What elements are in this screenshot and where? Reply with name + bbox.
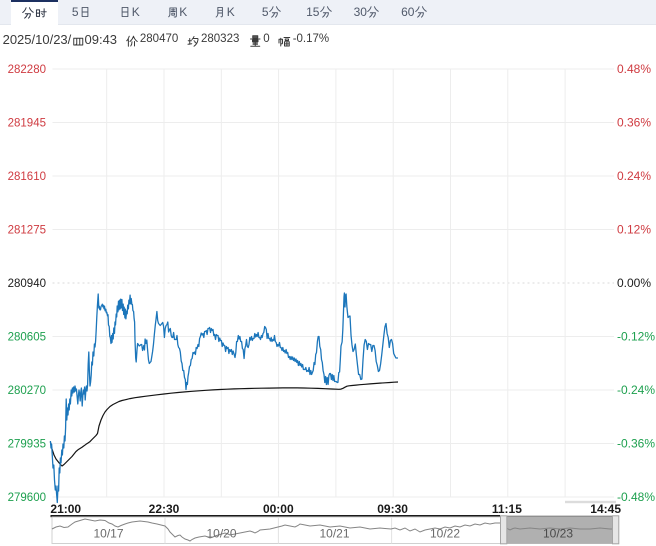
svg-text:-0.48%: -0.48% <box>617 490 655 504</box>
svg-text:-0.12%: -0.12% <box>617 330 655 344</box>
svg-text:00:00: 00:00 <box>263 502 294 516</box>
svg-text:281945: 281945 <box>8 118 46 130</box>
svg-text:280605: 280605 <box>8 332 46 344</box>
svg-text:281610: 281610 <box>8 171 46 183</box>
svg-text:10/21: 10/21 <box>319 527 349 541</box>
svg-text:280940: 280940 <box>8 278 46 290</box>
svg-text:0.00%: 0.00% <box>617 276 651 290</box>
svg-text:-0.24%: -0.24% <box>617 383 655 397</box>
svg-text:11:15: 11:15 <box>492 502 522 516</box>
svg-text:279600: 279600 <box>8 492 46 504</box>
svg-text:10/17: 10/17 <box>93 527 123 541</box>
svg-text:10/20: 10/20 <box>206 527 236 541</box>
svg-text:10/23: 10/23 <box>543 527 573 541</box>
svg-text:0.48%: 0.48% <box>617 62 651 76</box>
svg-text:21:00: 21:00 <box>50 502 81 516</box>
svg-text:-0.36%: -0.36% <box>617 437 655 451</box>
svg-text:282280: 282280 <box>8 64 46 76</box>
svg-text:22:30: 22:30 <box>149 502 180 516</box>
svg-text:280270: 280270 <box>8 385 46 397</box>
svg-text:0.24%: 0.24% <box>617 169 651 183</box>
svg-text:0.36%: 0.36% <box>617 116 651 130</box>
svg-text:09:30: 09:30 <box>377 502 408 516</box>
svg-text:14:45: 14:45 <box>590 502 621 516</box>
svg-text:279935: 279935 <box>8 439 46 451</box>
svg-text:10/22: 10/22 <box>430 527 460 541</box>
svg-text:0.12%: 0.12% <box>617 223 651 237</box>
svg-text:281275: 281275 <box>8 225 46 237</box>
